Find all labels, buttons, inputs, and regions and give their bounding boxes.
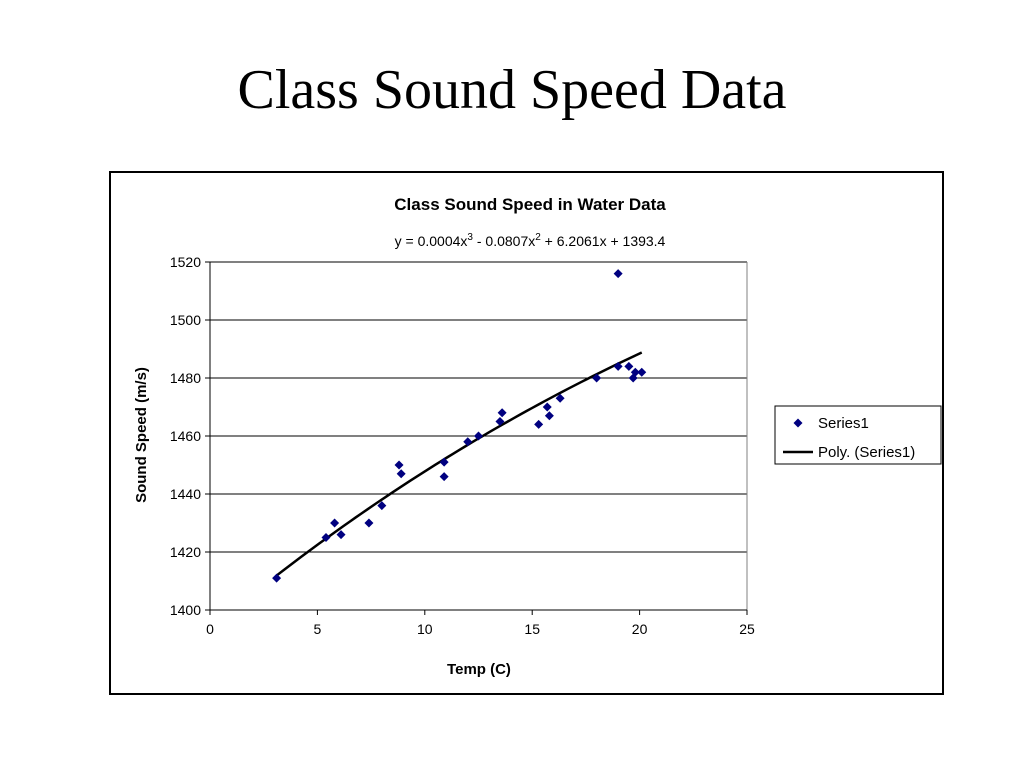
y-tick-label: 1440 — [170, 486, 201, 502]
x-tick-label: 10 — [417, 621, 433, 637]
data-point — [592, 373, 602, 383]
legend-series1-marker — [793, 418, 803, 428]
data-point — [624, 361, 634, 371]
y-tick-label: 1460 — [170, 428, 201, 444]
data-point — [555, 393, 565, 403]
data-point — [394, 460, 404, 470]
scatter-chart: Class Sound Speed in Water Data y = 0.00… — [133, 195, 942, 678]
gridlines — [210, 261, 747, 553]
data-point — [630, 367, 640, 377]
equation-part: + 6.2061x + 1393.4 — [541, 233, 666, 249]
trendline-layer — [275, 351, 643, 577]
data-point — [364, 518, 374, 528]
x-tick-label: 25 — [739, 621, 755, 637]
legend-diamond-icon — [793, 418, 803, 428]
data-point — [439, 472, 449, 482]
data-point — [336, 530, 346, 540]
y-tick-label: 1500 — [170, 312, 201, 328]
trendline — [275, 351, 643, 577]
equation-part: y = 0.0004x — [395, 233, 468, 249]
data-point — [542, 402, 552, 412]
slide-title: Class Sound Speed Data — [237, 59, 787, 121]
chart-title: Class Sound Speed in Water Data — [394, 195, 666, 214]
data-point — [463, 437, 473, 447]
x-tick-label: 0 — [206, 621, 214, 637]
data-points — [272, 269, 647, 583]
x-tick-label: 5 — [314, 621, 322, 637]
y-tick-label: 1400 — [170, 602, 201, 618]
data-point — [613, 269, 623, 279]
y-axis-title: Sound Speed (m/s) — [133, 367, 150, 503]
data-point — [396, 469, 406, 479]
equation-exponent: 2 — [535, 232, 541, 243]
x-tick-label: 15 — [524, 621, 540, 637]
legend-box — [774, 405, 942, 465]
equation-part: - 0.0807x — [473, 233, 535, 249]
data-point — [439, 457, 449, 467]
data-point — [534, 419, 544, 429]
y-tick-label: 1520 — [170, 254, 201, 270]
legend-trendline-label: Poly. (Series1) — [818, 444, 915, 461]
equation-exponent: 3 — [467, 232, 473, 243]
data-point — [544, 411, 554, 421]
axes — [205, 261, 748, 615]
data-point — [474, 431, 483, 441]
x-axis-title: Temp (C) — [447, 661, 511, 678]
data-point — [377, 501, 387, 511]
legend: Series1 Poly. (Series1) — [774, 405, 942, 465]
data-point — [330, 518, 340, 528]
x-tick-label: 20 — [632, 621, 648, 637]
data-point — [495, 417, 505, 426]
y-tick-label: 1480 — [170, 370, 201, 386]
data-point — [497, 408, 507, 418]
data-point — [272, 573, 282, 583]
data-point — [637, 367, 647, 377]
data-point — [321, 533, 331, 542]
legend-series1-label: Series1 — [818, 415, 869, 432]
chart-frame: Class Sound Speed in Water Data y = 0.00… — [109, 171, 944, 695]
data-point — [613, 361, 623, 371]
trendline-equation: y = 0.0004x3 - 0.0807x2 + 6.2061x + 1393… — [395, 232, 666, 249]
y-tick-label: 1420 — [170, 544, 201, 560]
